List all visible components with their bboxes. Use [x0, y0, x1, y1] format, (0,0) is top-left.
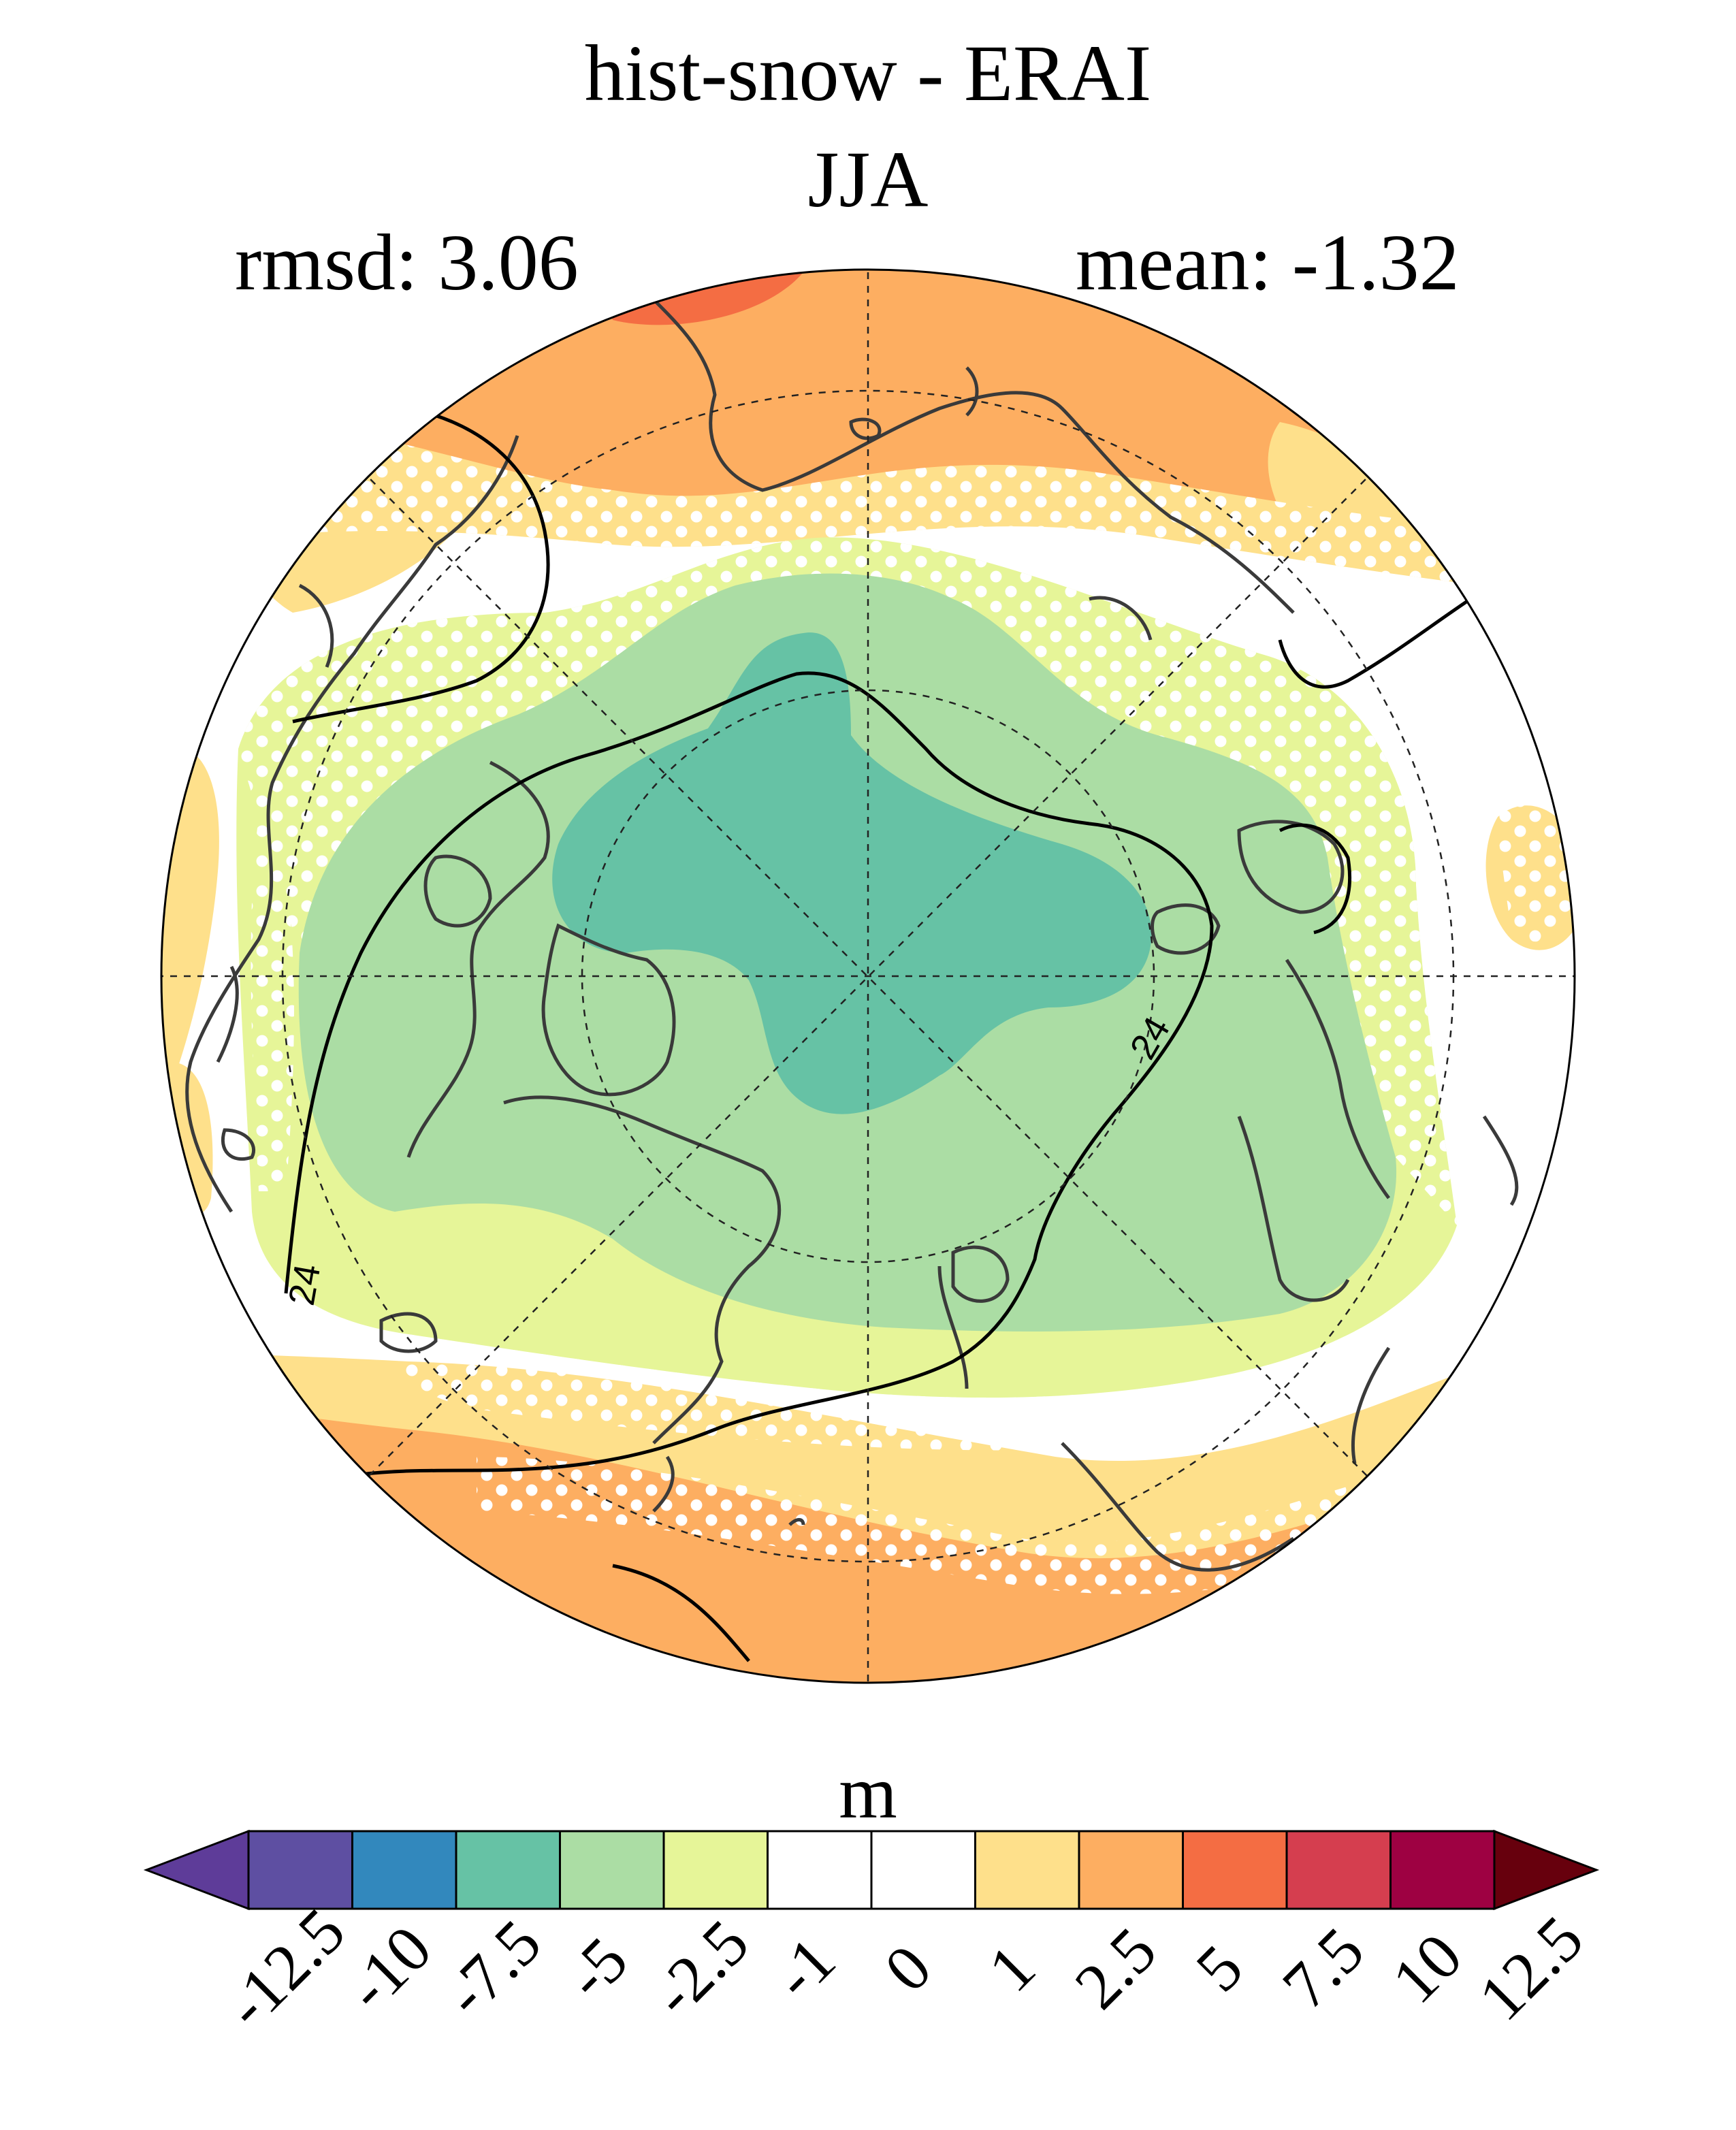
- map-border: [160, 268, 1576, 1684]
- colorbar-tick-label: 7.5: [1268, 1914, 1378, 2023]
- colorbar-tick-label: -2.5: [638, 1905, 762, 2030]
- colorbar-extend-low: [143, 1829, 250, 1911]
- graticule: [161, 270, 1575, 1683]
- colorbar-unit: m: [839, 1751, 897, 1834]
- colorbar-tick-label: 10: [1378, 1919, 1476, 2017]
- colorbar-box: [1078, 1830, 1184, 1910]
- colorbar-box: [351, 1830, 457, 1910]
- colorbar-tick-label: -7.5: [430, 1905, 555, 2030]
- colorbar-box: [247, 1830, 353, 1910]
- colorbar-box: [662, 1830, 769, 1910]
- coastlines: [185, 298, 1519, 1572]
- colorbar-tick-label: -5: [551, 1923, 641, 2013]
- contour-24: [284, 406, 1472, 1662]
- mean-label: mean: -1.32: [1076, 218, 1460, 307]
- colorbar-tick-label: 5: [1182, 1931, 1257, 2005]
- colorbar-box: [455, 1830, 561, 1910]
- difference-field: [161, 270, 1575, 1683]
- colorbar-box: [1285, 1830, 1392, 1910]
- colorbar-box: [870, 1830, 976, 1910]
- rmsd-label: rmsd: 3.06: [235, 218, 579, 307]
- season-label: JJA: [807, 135, 929, 224]
- colorbar-tick-label: 2.5: [1061, 1914, 1170, 2023]
- colorbar-tick-label: -1: [759, 1923, 849, 2013]
- colorbar-box: [559, 1830, 665, 1910]
- map-title: hist-snow - ERAI: [584, 29, 1152, 118]
- colorbar-tick-label: -10: [332, 1911, 445, 2024]
- colorbar-tick-label: 12.5: [1464, 1902, 1596, 2034]
- contour-label-left: 24: [281, 1261, 329, 1308]
- colorbar-box: [974, 1830, 1080, 1910]
- colorbar-extend-high: [1493, 1829, 1600, 1911]
- colorbar-box: [1182, 1830, 1288, 1910]
- colorbar-box: [767, 1830, 873, 1910]
- colorbar-tick-label: 0: [870, 1931, 945, 2005]
- colorbar-tick-label: 1: [974, 1931, 1049, 2005]
- colorbar-box: [1389, 1830, 1496, 1910]
